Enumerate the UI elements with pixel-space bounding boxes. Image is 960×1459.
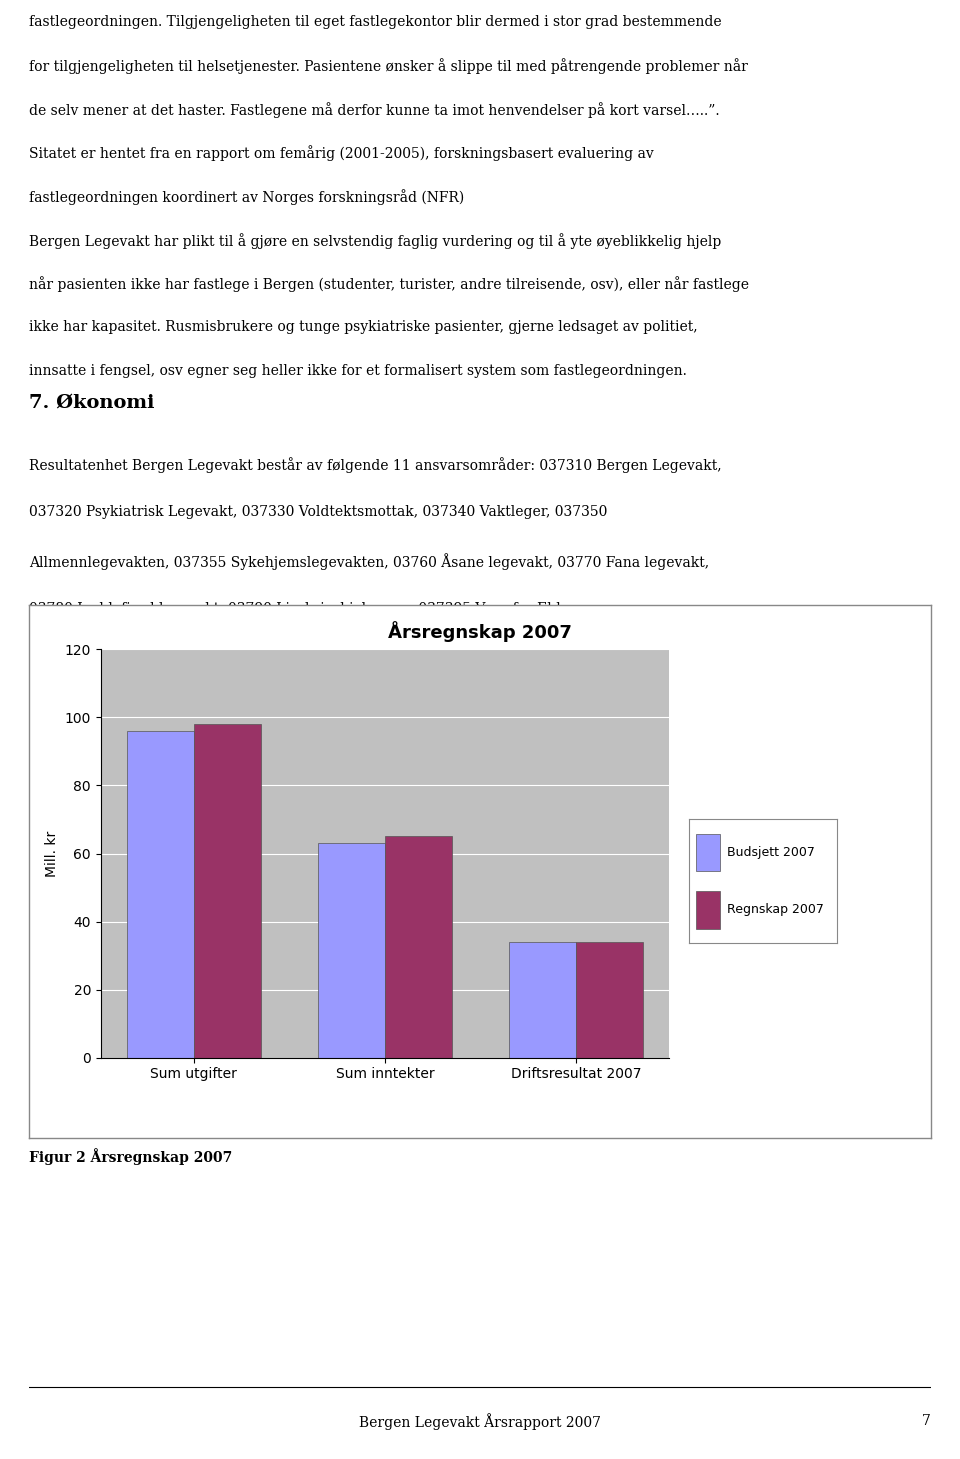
Text: 037320 Psykiatrisk Legevakt, 037330 Voldtektsmottak, 037340 Vaktleger, 037350: 037320 Psykiatrisk Legevakt, 037330 Vold…: [29, 505, 607, 519]
Text: innsatte i fengsel, osv egner seg heller ikke for et formalisert system som fast: innsatte i fengsel, osv egner seg heller…: [29, 363, 686, 378]
Text: 7. Økonomi: 7. Økonomi: [29, 394, 155, 411]
Text: Sitatet er hentet fra en rapport om femårig (2001-2005), forskningsbasert evalue: Sitatet er hentet fra en rapport om femå…: [29, 146, 654, 162]
Text: Bergen Legevakt har plikt til å gjøre en selvstendig faglig vurdering og til å y: Bergen Legevakt har plikt til å gjøre en…: [29, 233, 721, 248]
Text: Allmennlegevakten, 037355 Sykehjemslegevakten, 03760 Åsane legevakt, 03770 Fana : Allmennlegevakten, 037355 Sykehjemslegev…: [29, 553, 708, 570]
Text: Budsjett 2007: Budsjett 2007: [728, 846, 815, 859]
Text: Figur 2 Årsregnskap 2007: Figur 2 Årsregnskap 2007: [29, 1148, 232, 1166]
Text: 03780 Loddefjord legevakt, 03790 Livskrisehjelpen og 037395 Vern for Eldre.: 03780 Loddefjord legevakt, 03790 Livskri…: [29, 601, 580, 616]
Bar: [127, 731, 194, 1058]
Text: de selv mener at det haster. Fastlegene må derfor kunne ta imot henvendelser på : de selv mener at det haster. Fastlegene …: [29, 102, 719, 118]
Text: når pasienten ikke har fastlege i Bergen (studenter, turister, andre tilreisende: når pasienten ikke har fastlege i Bergen…: [29, 276, 749, 292]
Bar: [696, 835, 720, 871]
Text: 7: 7: [923, 1414, 931, 1428]
Text: Resultatenhet Bergen Legevakt består av følgende 11 ansvarsområder: 037310 Berge: Resultatenhet Bergen Legevakt består av …: [29, 457, 721, 473]
Text: Regnskap 2007: Regnskap 2007: [728, 903, 824, 916]
Bar: [194, 724, 260, 1058]
Text: Bergen Legevakt Årsrapport 2007: Bergen Legevakt Årsrapport 2007: [359, 1412, 601, 1430]
Text: fastlegeordningen koordinert av Norges forskningsråd (NFR): fastlegeordningen koordinert av Norges f…: [29, 190, 464, 204]
Bar: [576, 943, 643, 1058]
Bar: [318, 843, 385, 1058]
Text: fastlegeordningen. Tilgjengeligheten til eget fastlegekontor blir dermed i stor : fastlegeordningen. Tilgjengeligheten til…: [29, 15, 721, 29]
Bar: [510, 943, 576, 1058]
Text: Årsregnskap 2007: Årsregnskap 2007: [388, 622, 572, 642]
Text: ikke har kapasitet. Rusmisbrukere og tunge psykiatriske pasienter, gjerne ledsag: ikke har kapasitet. Rusmisbrukere og tun…: [29, 320, 697, 334]
Bar: [385, 836, 452, 1058]
Bar: [696, 891, 720, 928]
Text: for tilgjengeligheten til helsetjenester. Pasientene ønsker å slippe til med påt: for tilgjengeligheten til helsetjenester…: [29, 58, 748, 74]
Y-axis label: Mill. kr: Mill. kr: [45, 830, 60, 877]
